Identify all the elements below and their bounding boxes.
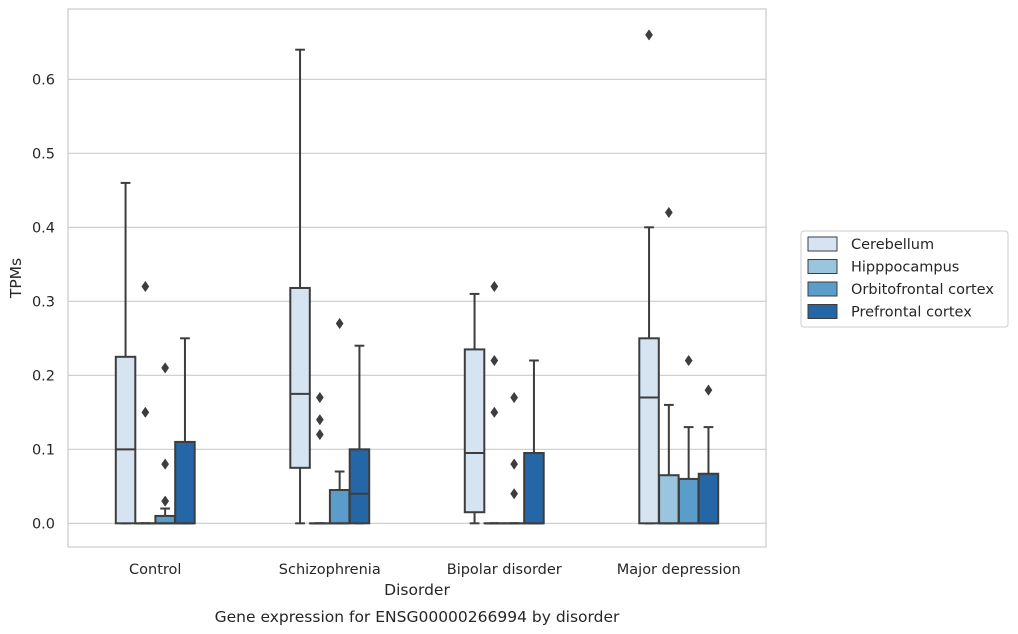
box-group (134, 280, 157, 525)
legend-swatch (807, 259, 838, 274)
outlier-point (490, 280, 499, 293)
outlier-point (161, 495, 170, 507)
figure-caption: Gene expression for ENSG00000266994 by d… (215, 608, 620, 626)
y-tick-label: 0.4 (32, 220, 55, 236)
box-iqr (289, 286, 311, 469)
outlier-point (490, 354, 499, 367)
x-tick-label: Bipolar disorder (447, 562, 562, 578)
box-iqr (523, 452, 545, 525)
y-tick-label: 0.1 (32, 442, 55, 458)
outlier-point (141, 280, 150, 293)
box-group (638, 29, 660, 525)
outlier-point (315, 414, 324, 426)
outlier-point (161, 362, 170, 374)
y-tick-label: 0.2 (32, 368, 55, 384)
box-iqr (328, 489, 351, 525)
box-iqr (638, 337, 660, 525)
boxes (114, 29, 720, 525)
outlier-point (704, 384, 713, 396)
legend-swatch (807, 236, 838, 252)
outlier-point (161, 458, 170, 470)
box-iqr (348, 448, 371, 525)
outlier-point (141, 406, 150, 418)
outlier-point (315, 428, 324, 441)
outlier-point (664, 206, 673, 219)
legend-label: Hipppocampus (851, 260, 959, 276)
box-group (503, 391, 525, 525)
box-iqr (114, 355, 137, 525)
box-group (523, 359, 545, 525)
y-tick-label: 0.5 (32, 146, 55, 162)
legend-label: Prefrontal cortex (851, 305, 972, 321)
y-tick-label: 0.6 (32, 72, 55, 88)
box-iqr (154, 514, 176, 525)
plot-frame (67, 8, 767, 548)
legend-label: Cerebellum (851, 237, 934, 253)
outlier-point (684, 354, 693, 367)
box-iqr (677, 477, 700, 525)
box-iqr (174, 440, 196, 525)
outlier-point (510, 488, 519, 500)
x-axis-ticks: Control Schizophrenia Bipolar disorder Majo… (129, 562, 741, 578)
legend-swatch (807, 304, 838, 319)
box-group (174, 337, 196, 525)
x-tick-label: Major depression (617, 562, 741, 578)
box-group (463, 292, 486, 525)
x-tick-label: Schizophrenia (279, 562, 381, 578)
box-group (658, 206, 680, 525)
outlier-point (315, 391, 324, 404)
box-iqr (463, 348, 486, 514)
outlier-point (335, 317, 344, 330)
legend-swatch (807, 281, 838, 297)
legend: Cerebellum Hipppocampus Orbitofrontal cort… (800, 230, 1009, 328)
y-axis-ticks: 0.0 0.1 0.2 0.3 0.4 0.5 0.6 (32, 72, 55, 532)
box-group (697, 384, 720, 525)
box-group (348, 344, 371, 525)
x-tick-label: Control (129, 562, 181, 578)
y-axis-label: TPMs (7, 258, 25, 299)
legend-frame (800, 230, 1009, 328)
box-iqr (658, 474, 680, 525)
legend-label: Orbitofrontal cortex (851, 282, 994, 298)
outlier-point (510, 391, 519, 404)
box-group (677, 354, 700, 525)
x-axis-label: Disorder (384, 581, 450, 599)
box-group (289, 48, 311, 525)
outlier-point (510, 458, 519, 470)
box-group (154, 362, 176, 525)
outlier-point (490, 406, 499, 418)
y-tick-label: 0.3 (32, 294, 55, 310)
box-iqr (697, 472, 720, 525)
outlier-point (645, 29, 653, 41)
y-tick-label: 0.0 (32, 516, 55, 532)
box-group (114, 181, 137, 525)
